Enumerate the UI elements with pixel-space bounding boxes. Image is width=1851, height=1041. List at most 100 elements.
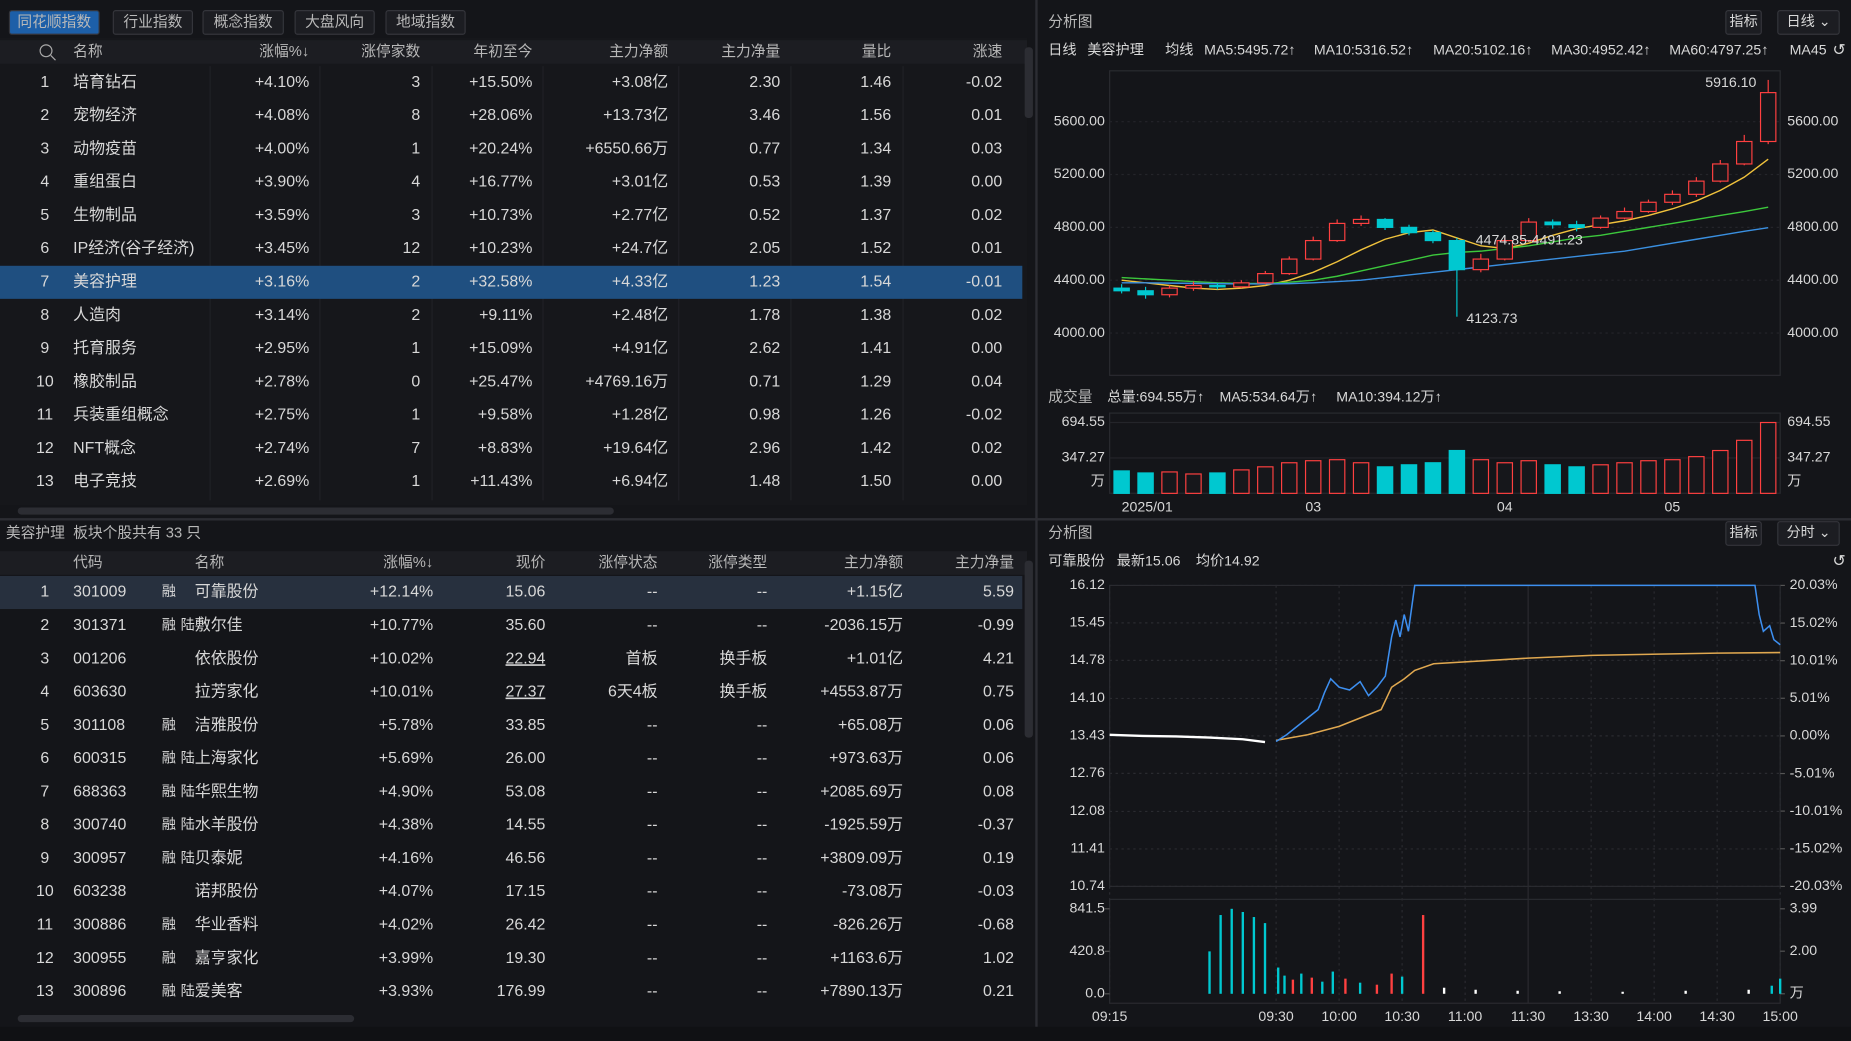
panel-button-label[interactable]: 分时 ⌄ [1786, 525, 1830, 541]
stock-name[interactable]: 敷尔佳 [195, 615, 243, 634]
row-index: 11 [37, 917, 54, 934]
volume-bar [1520, 460, 1537, 494]
cell: +3.45% [255, 240, 309, 257]
stock-name[interactable]: 贝泰妮 [195, 849, 243, 867]
cell: +9.11% [479, 307, 532, 324]
tab[interactable] [112, 10, 194, 35]
stock-name[interactable]: 爱美客 [195, 982, 243, 1000]
y2-tick-label: -10.01% [1790, 803, 1843, 819]
cell: +10.01% [370, 684, 433, 701]
cell: +3.01亿 [612, 173, 668, 191]
sector-name[interactable]: 电子竞技 [73, 472, 137, 490]
y2-tick-label: 5.01% [1790, 690, 1831, 706]
scrollbar[interactable] [17, 507, 614, 515]
tab[interactable] [294, 10, 375, 35]
y-tick-label: 5600.00 [1054, 113, 1105, 129]
column-header: 主力净量 [721, 43, 780, 60]
panel-button[interactable] [1777, 521, 1840, 546]
cell: -73.08万 [842, 883, 903, 900]
cell: 0.03 [971, 140, 1002, 157]
tab[interactable] [385, 10, 466, 35]
stock-name[interactable]: 洁雅股份 [195, 716, 259, 734]
panel-button[interactable] [1725, 521, 1762, 546]
refresh-icon[interactable]: ↺ [1833, 553, 1846, 570]
panel-button[interactable] [1777, 10, 1840, 35]
badge: 融 [162, 618, 176, 634]
stock-name[interactable]: 可靠股份 [195, 583, 259, 601]
y-tick-label: 694.55 [1062, 414, 1105, 430]
tab-label[interactable]: 地域指数 [396, 13, 455, 30]
sector-name[interactable]: NFT概念 [73, 438, 136, 457]
search-icon[interactable] [39, 44, 53, 58]
volume-bar [1516, 990, 1519, 994]
stock-name[interactable]: 上海家化 [195, 749, 259, 767]
sector-name[interactable]: 人造肉 [73, 306, 121, 324]
candle-body [1113, 287, 1130, 292]
sector-name[interactable]: 美容护理 [73, 273, 137, 291]
volume-bar [1328, 459, 1346, 494]
sector-name[interactable]: 宠物经济 [73, 106, 137, 124]
stock-name[interactable]: 华熙生物 [195, 782, 259, 800]
tab[interactable] [202, 10, 284, 35]
cell: 19.30 [506, 950, 546, 967]
candle-body [1712, 163, 1729, 182]
panel-button-label[interactable]: 指标 [1729, 14, 1757, 30]
cell: +2.77亿 [612, 206, 668, 224]
cell: +6550.66万 [585, 140, 668, 157]
cell: 2.05 [749, 240, 780, 257]
stock-name[interactable]: 嘉亨家化 [195, 949, 259, 967]
sector-name[interactable]: 兵装重组概念 [73, 405, 169, 424]
tab-label[interactable]: 概念指数 [214, 12, 273, 30]
cell: 1.42 [860, 440, 891, 457]
panel-button[interactable] [1725, 10, 1762, 35]
status-bar [0, 1026, 1851, 1041]
candle-body [1233, 282, 1250, 288]
stock-name[interactable]: 依依股份 [195, 649, 259, 667]
cell: +3.14% [255, 307, 309, 324]
stock-name[interactable]: 华业香料 [195, 916, 259, 934]
cell: 0.08 [983, 783, 1014, 800]
y-tick-label: 13.43 [1069, 728, 1105, 744]
y2-tick-label: 万 [1790, 986, 1804, 1002]
stock-name[interactable]: 诺邦股份 [195, 882, 259, 900]
y-tick-label: 0.0 [1085, 986, 1105, 1002]
stock-code: 300896 [73, 983, 126, 1000]
sector-name[interactable]: 重组蛋白 [73, 173, 137, 191]
cell: +10.23% [469, 240, 532, 257]
y-tick-label: 347.27 [1062, 450, 1105, 466]
scrollbar[interactable] [1024, 47, 1033, 119]
volume-stat: MA5:534.64万↑ [1219, 389, 1317, 405]
tab-label[interactable]: 大盘风向 [305, 12, 364, 30]
selected-row[interactable] [0, 575, 1023, 610]
sector-name[interactable]: 橡胶制品 [73, 372, 137, 390]
stock-code: 001206 [73, 650, 126, 667]
stock-name[interactable]: 拉芳家化 [195, 683, 259, 701]
panel-button-label[interactable]: 日线 ⌄ [1786, 14, 1830, 30]
candle-body [1640, 201, 1657, 213]
panel-button-label[interactable]: 指标 [1729, 525, 1757, 541]
row-index: 1 [40, 74, 49, 91]
y-tick-label: 420.8 [1069, 943, 1105, 959]
search-icon[interactable] [50, 55, 56, 61]
scrollbar[interactable] [17, 1015, 355, 1023]
cell: +5.78% [379, 717, 433, 734]
tab-label[interactable]: 行业指数 [123, 13, 182, 30]
cell: -0.01 [966, 274, 1002, 291]
sector-name[interactable]: 培育钻石 [73, 73, 137, 91]
sector-name[interactable]: 托育服务 [73, 339, 137, 357]
stock-name[interactable]: 水羊股份 [195, 816, 259, 834]
tab-label[interactable]: 同花顺指数 [17, 13, 91, 30]
cell: -0.02 [966, 407, 1002, 424]
refresh-icon[interactable]: ↺ [1833, 42, 1846, 59]
cell: 2 [411, 274, 420, 291]
selected-row[interactable] [0, 265, 1023, 299]
column-header: 主力净量 [955, 554, 1014, 571]
sector-name[interactable]: 动物疫苗 [73, 139, 137, 157]
column-header: 年初至今 [473, 43, 532, 60]
tab[interactable] [8, 10, 100, 35]
volume-bar [1544, 464, 1561, 494]
sector-name[interactable]: 生物制品 [73, 206, 137, 224]
scrollbar[interactable] [1024, 560, 1033, 738]
x-tick-label: 09:15 [1092, 1009, 1128, 1025]
sector-name[interactable]: IP经济(谷子经济) [73, 239, 194, 257]
